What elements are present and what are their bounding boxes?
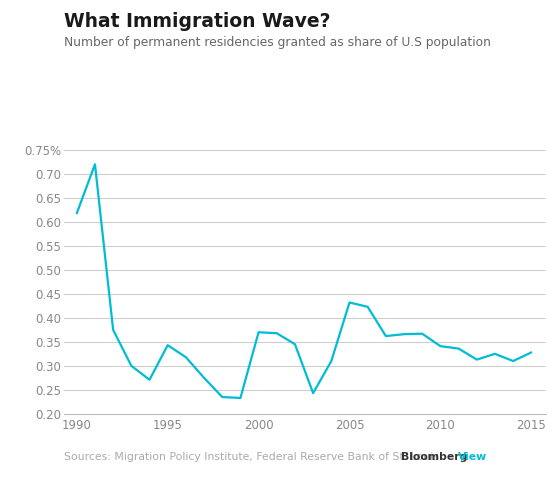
Text: What Immigration Wave?: What Immigration Wave? [64, 12, 330, 31]
Text: Bloomberg: Bloomberg [401, 453, 467, 462]
Text: Sources: Migration Policy Institute, Federal Reserve Bank of St. Louis: Sources: Migration Policy Institute, Fed… [64, 453, 446, 462]
Text: View: View [458, 453, 487, 462]
Text: Number of permanent residencies granted as share of U.S population: Number of permanent residencies granted … [64, 36, 491, 49]
